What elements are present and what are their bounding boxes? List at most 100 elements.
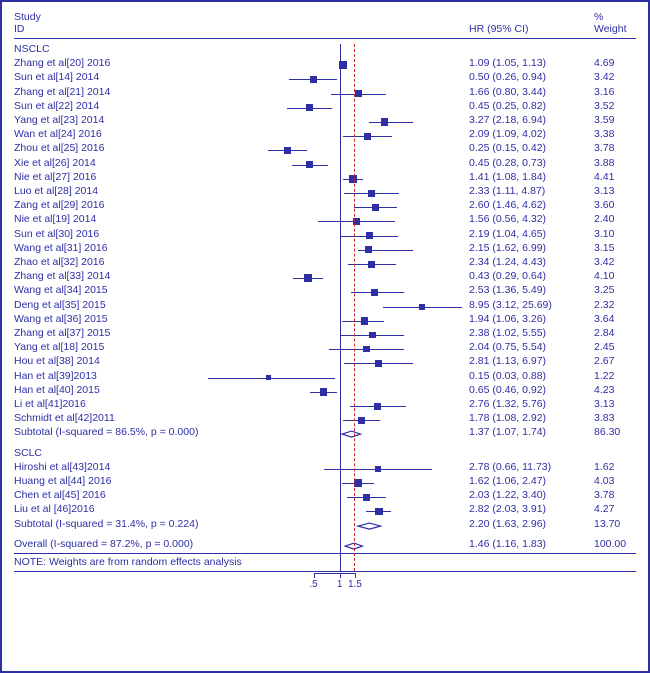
point-marker — [349, 175, 357, 183]
plot-cell — [204, 172, 464, 186]
plot-cell — [204, 413, 464, 427]
weight: 3.60 — [594, 200, 614, 211]
group-name: NSCLC — [14, 44, 636, 58]
x-axis — [314, 573, 355, 574]
hr-ci: 0.15 (0.03, 0.88) — [469, 371, 546, 382]
plot-cell — [204, 462, 464, 476]
plot-cell — [204, 519, 464, 533]
plot-cell — [204, 285, 464, 299]
point-marker — [310, 76, 317, 83]
note-row: NOTE: Weights are from random effects an… — [14, 557, 636, 571]
study-label: Huang et al[44] 2016 — [14, 476, 112, 487]
study-label: Wang et al[34] 2015 — [14, 285, 108, 296]
group-name: SCLC — [14, 448, 636, 462]
plot-cell — [204, 385, 464, 399]
point-marker — [284, 147, 291, 154]
study-label: Xie et al[26] 2014 — [14, 158, 96, 169]
weight: 4.27 — [594, 504, 614, 515]
subtotal: Subtotal (I-squared = 86.5%, p = 0.000)1… — [14, 427, 636, 441]
study-label: Yang et al[18] 2015 — [14, 342, 104, 353]
point-marker — [320, 388, 328, 396]
subtotal-hr: 2.20 (1.63, 2.96) — [469, 519, 546, 530]
plot-cell — [204, 399, 464, 413]
hr-ci: 1.41 (1.08, 1.84) — [469, 172, 546, 183]
hr-ci: 2.38 (1.02, 5.55) — [469, 328, 546, 339]
point-marker — [361, 317, 368, 324]
plot-cell — [204, 58, 464, 72]
plot-cell — [204, 243, 464, 257]
point-marker — [374, 403, 381, 410]
study-row: Huang et al[44] 20161.62 (1.06, 2.47)4.0… — [14, 476, 636, 490]
weight: 3.59 — [594, 115, 614, 126]
header-id: ID — [14, 24, 25, 35]
weight: 3.13 — [594, 186, 614, 197]
hr-ci: 2.82 (2.03, 3.91) — [469, 504, 546, 515]
study-row: Yang et al[23] 20143.27 (2.18, 6.94)3.59 — [14, 115, 636, 129]
study-row: Zhao et al[32] 2016 2.34 (1.24, 4.43) 3.42 — [14, 257, 636, 271]
diamond-icon — [204, 519, 464, 533]
study-row: Zhou et al[25] 20160.25 (0.15, 0.42)3.78 — [14, 143, 636, 157]
study-label: Nie et al[19] 2014 — [14, 214, 96, 225]
hr-ci: 2.53 (1.36, 5.49) — [469, 285, 546, 296]
study-label: Sun et al[14] 2014 — [14, 72, 99, 83]
diamond-icon — [204, 539, 464, 553]
hr-ci: 2.15 (1.62, 6.99) — [469, 243, 546, 254]
weight: 4.41 — [594, 172, 614, 183]
tick — [355, 573, 356, 578]
study-label: Zhao et al[32] 2016 — [14, 257, 105, 268]
point-marker — [371, 289, 378, 296]
study-row: Yang et al[18] 20152.04 (0.75, 5.54)2.45 — [14, 342, 636, 356]
plot-cell — [204, 200, 464, 214]
study-row: Chen et al[45] 20162.03 (1.22, 3.40)3.78 — [14, 490, 636, 504]
plot-cell — [204, 87, 464, 101]
plot-cell — [204, 72, 464, 86]
subtotal-wt: 86.30 — [594, 427, 620, 438]
plot-cell — [204, 300, 464, 314]
point-marker — [266, 375, 271, 380]
subtotal-hr: 1.37 (1.07, 1.74) — [469, 427, 546, 438]
group-title: SCLC — [14, 448, 42, 459]
ci-line — [208, 378, 335, 379]
study-row: Wan et al[24] 20162.09 (1.09, 4.02)3.38 — [14, 129, 636, 143]
hr-ci: 2.76 (1.32, 5.76) — [469, 399, 546, 410]
diamond-icon — [204, 427, 464, 441]
hr-ci: 1.94 (1.06, 3.26) — [469, 314, 546, 325]
weight: 2.32 — [594, 300, 614, 311]
tick — [340, 573, 341, 578]
hr-ci: 0.43 (0.29, 0.64) — [469, 271, 546, 282]
weight: 1.22 — [594, 371, 614, 382]
study-row: Zhang et al[20] 20161.09 (1.05, 1.13)4.6… — [14, 58, 636, 72]
plot-cell — [204, 490, 464, 504]
weight: 4.69 — [594, 58, 614, 69]
weight: 2.40 — [594, 214, 614, 225]
point-marker — [354, 479, 362, 487]
overall-wt: 100.00 — [594, 539, 626, 550]
study-row: Schmidt et al[42]20111.78 (1.08, 2.92)3.… — [14, 413, 636, 427]
ref-line-one — [340, 44, 341, 571]
study-label: Sun et al[30] 2016 — [14, 229, 99, 240]
study-label: Zhang et al[21] 2014 — [14, 87, 110, 98]
point-marker — [363, 346, 369, 352]
study-label: Wang et al[31] 2016 — [14, 243, 108, 254]
hr-ci: 2.09 (1.09, 4.02) — [469, 129, 546, 140]
point-marker — [304, 274, 312, 282]
hr-ci: 2.34 (1.24, 4.43) — [469, 257, 546, 268]
study-row: Wang et al[31] 20162.15 (1.62, 6.99)3.15 — [14, 243, 636, 257]
study-label: Zhang et al[20] 2016 — [14, 58, 110, 69]
hr-ci: 1.78 (1.08, 2.92) — [469, 413, 546, 424]
plot-cell — [204, 186, 464, 200]
weight: 3.42 — [594, 257, 614, 268]
weight: 3.78 — [594, 490, 614, 501]
hr-ci: 1.62 (1.06, 2.47) — [469, 476, 546, 487]
point-marker — [306, 161, 313, 168]
study-label: Wan et al[24] 2016 — [14, 129, 102, 140]
subtotal-wt: 13.70 — [594, 519, 620, 530]
study-label: Liu et al [46]2016 — [14, 504, 95, 515]
header-row2: ID HR (95% CI) Weight — [14, 24, 636, 38]
hr-ci: 0.65 (0.46, 0.92) — [469, 385, 546, 396]
point-marker — [363, 494, 370, 501]
plot-cell — [204, 314, 464, 328]
point-marker — [375, 360, 382, 367]
plot-cell — [204, 342, 464, 356]
hr-ci: 1.56 (0.56, 4.32) — [469, 214, 546, 225]
